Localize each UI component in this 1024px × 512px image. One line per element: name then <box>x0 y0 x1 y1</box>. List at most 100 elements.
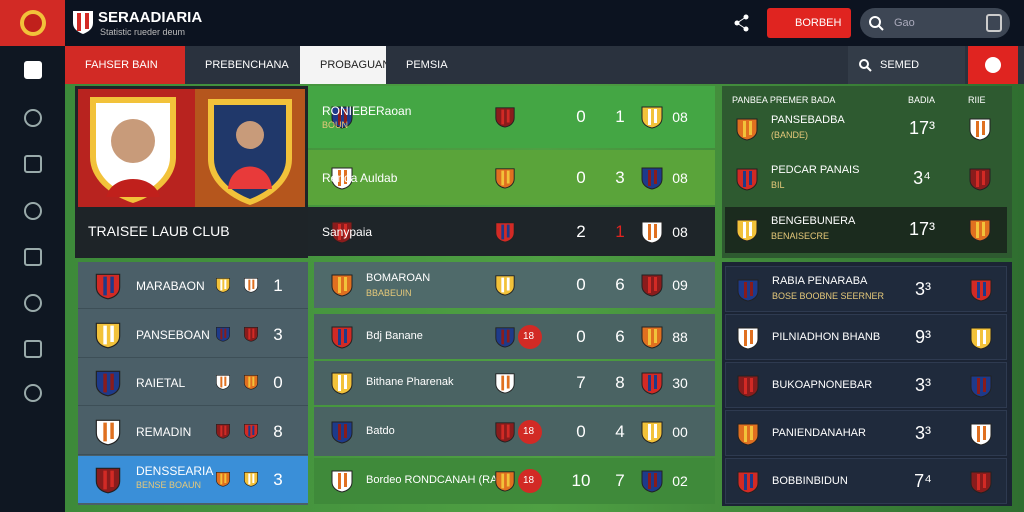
tab[interactable]: PEMSIA <box>386 46 470 84</box>
home-score: 0 <box>576 275 586 294</box>
league-name: BOBBINBIDUN <box>772 475 848 487</box>
match-name: Bordeo RONDCANAH (RAG) <box>366 474 510 486</box>
crest <box>969 374 993 398</box>
match-row[interactable]: Bithane Pharenak 7 8 30 <box>314 361 715 405</box>
sidebar-icon[interactable] <box>24 61 42 79</box>
team-row[interactable]: RAIETAL 0 <box>78 359 308 407</box>
sidebar-icon[interactable] <box>24 202 42 220</box>
league-sub: BENAISECRE <box>771 231 830 241</box>
match-row[interactable]: BOMAROAN BBABEUIN 0 6 09 <box>314 262 715 308</box>
team-row[interactable]: PANSEBOAN 3 <box>78 311 308 358</box>
crest <box>330 469 354 493</box>
home-score: 0 <box>576 421 586 441</box>
league-name: BUKOAPNONEBAR <box>772 379 873 391</box>
team-row[interactable]: REMADIN 8 <box>78 408 308 455</box>
league-row[interactable]: BOBBINBIDUN 7⁴ <box>725 458 1007 504</box>
league-value: 3³ <box>914 423 932 443</box>
match-name: Renda Auldab <box>322 170 398 185</box>
league-value: 3³ <box>914 375 932 395</box>
logo[interactable] <box>0 0 65 46</box>
action-button[interactable]: BORBEH <box>767 8 851 38</box>
badge: 18 <box>518 324 542 349</box>
crest <box>736 374 760 398</box>
sidebar-icon[interactable] <box>24 248 42 266</box>
extra-score: 08 <box>672 223 688 240</box>
league-row[interactable]: RABIA PENARABA BOSE BOOBNE SEERNER 3³ <box>725 266 1007 312</box>
team-row[interactable]: MARABAON 1 <box>78 262 308 309</box>
crest <box>640 469 664 493</box>
app-title: SERAADIARIA <box>98 9 203 26</box>
tab-label: PREBENCHANA <box>205 59 289 71</box>
match-row[interactable]: Bordeo RONDCANAH (RAG) 18 10 7 02 <box>314 458 715 504</box>
app-crest <box>73 11 93 34</box>
club-panel: TRAISEE LAUB CLUB <box>75 86 308 258</box>
tab-label: PEMSIA <box>406 59 448 71</box>
home-score: 0 <box>576 107 586 126</box>
league-value: 17³ <box>908 219 936 239</box>
column-header: RIIE <box>968 95 986 105</box>
league-row[interactable]: BUKOAPNONEBAR 3³ <box>725 362 1007 408</box>
league-sub: BOSE BOOBNE SEERNER <box>772 291 885 301</box>
crest <box>640 273 664 297</box>
team-name: PANSEBOAN <box>136 327 210 342</box>
home-score: 7 <box>576 373 586 392</box>
crest <box>330 325 354 349</box>
match-name: Bithane Pharenak <box>366 376 454 388</box>
crest <box>215 374 231 390</box>
sidebar-icon[interactable] <box>24 340 42 358</box>
tab[interactable]: FAHSER BAIN <box>65 46 185 84</box>
search-field[interactable]: Gao <box>860 8 1010 38</box>
match-row[interactable]: RONIEBERaoan BOUN 0 1 08 <box>308 86 715 148</box>
home-score: 10 <box>571 471 591 490</box>
tab-button[interactable] <box>968 46 1018 84</box>
league-value: 17³ <box>908 118 936 138</box>
tab[interactable]: PROBAGUAN <box>300 46 390 84</box>
crest <box>969 326 993 350</box>
match-row[interactable]: Bdj Banane 18 0 6 88 <box>314 314 715 359</box>
crest <box>494 421 516 443</box>
team-row[interactable]: DENSSEARIA BENSE BOAUN 3 <box>78 456 308 504</box>
match-row[interactable]: Sanypaia 2 1 08 <box>308 207 715 256</box>
sidebar-icon[interactable] <box>24 109 42 127</box>
league-list: PANBEA PREMER BADA BADIA RIIE PANSEBADBA (BA… <box>722 86 1012 506</box>
sidebar-icon[interactable] <box>24 155 42 173</box>
match-sub: BOUN <box>322 120 349 130</box>
match-list: RUANDANRONIEBERaoanBOUN0108Renda Auldab0… <box>308 86 715 506</box>
league-row[interactable]: PANIENDANAHAR 3³ <box>725 410 1007 456</box>
tab-search[interactable]: SEMED <box>848 46 965 84</box>
tab-label: FAHSER BAIN <box>85 59 158 71</box>
crest <box>494 372 516 394</box>
match-row[interactable]: Batdo 18 0 4 00 <box>314 407 715 456</box>
crest <box>735 218 759 242</box>
crest <box>968 218 992 242</box>
share-icon[interactable] <box>734 14 750 32</box>
league-sub: BIL <box>771 180 785 190</box>
crest <box>494 326 516 348</box>
match-row[interactable]: Renda Auldab 0 3 08 <box>308 150 715 205</box>
sidebar-icon[interactable] <box>24 294 42 312</box>
league-value: 3⁴ <box>913 168 931 188</box>
crest <box>243 423 259 439</box>
league-title: PANBEA PREMER BADA <box>732 95 836 105</box>
extra-score: 08 <box>672 109 688 125</box>
extra-score: 00 <box>672 423 688 440</box>
league-sub: (BANDE) <box>771 130 809 140</box>
left-list: MARABAON 1 PANSEBOAN 3 RAIETAL 0 REMADIN 8 DENSS… <box>78 262 308 505</box>
crest <box>94 369 122 397</box>
tab[interactable]: PREBENCHANA <box>185 46 300 84</box>
league-row[interactable]: PILNIADHON BHANB 9³ <box>725 314 1007 360</box>
sidebar-icon[interactable] <box>24 384 42 402</box>
league-row[interactable]: PEDCAR PANAIS BIL 3⁴ <box>725 156 1007 202</box>
team-name: MARABAON <box>136 279 205 293</box>
team-name: DENSSEARIA <box>136 464 214 479</box>
away-score: 1 <box>615 221 625 241</box>
crest <box>968 167 992 191</box>
crest <box>968 117 992 141</box>
team-value: 0 <box>273 373 283 393</box>
crest <box>969 278 993 302</box>
league-row[interactable]: BENGEBUNERA BENAISECRE 17³ <box>725 207 1007 253</box>
crest <box>330 166 354 190</box>
badge-label: 18 <box>523 475 535 486</box>
league-row[interactable]: PANSEBADBA (BANDE) 17³ <box>725 106 1007 152</box>
league-name: PANSEBADBA <box>771 114 845 126</box>
